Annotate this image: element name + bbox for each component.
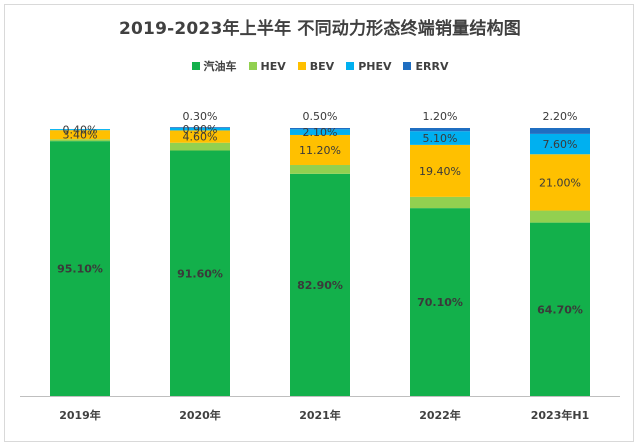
legend-item-gasoline: 汽油车	[191, 58, 237, 74]
data-label-gasoline: 91.60%	[177, 267, 223, 280]
bar-segment-ERRV-1	[170, 127, 230, 128]
legend-swatch-phev	[346, 62, 355, 70]
legend-swatch-hev	[248, 62, 257, 70]
x-tick-label: 2021年	[299, 408, 341, 422]
chart-title: 2019-2023年上半年 不同动力形态终端销量结构图	[118, 19, 521, 39]
bar-segment-汽油车-4	[530, 222, 590, 396]
bar-segment-ERRV-2	[290, 128, 350, 130]
data-label-gasoline: 82.90%	[297, 279, 343, 292]
legend-label-hev: HEV	[260, 59, 286, 73]
data-label-errv: 1.20%	[423, 110, 458, 123]
legend-label-bev: BEV	[309, 59, 335, 73]
bar-segment-PHEV-0	[50, 129, 110, 131]
bar-segment-HEV-1	[170, 142, 230, 151]
data-label-bev: 11.20%	[299, 144, 341, 157]
legend-item-bev: BEV	[297, 58, 335, 74]
chart-legend: 汽油车 HEV BEV PHEV ERRV	[0, 58, 640, 74]
bar-segment-PHEV-1	[170, 128, 230, 131]
bar-segment-BEV-0	[50, 130, 110, 140]
bar-segment-HEV-0	[50, 139, 110, 142]
legend-swatch-errv	[403, 62, 412, 70]
x-tick-label: 2019年	[59, 408, 101, 422]
data-label-errv: 0.50%	[303, 110, 338, 123]
bar-segment-BEV-2	[290, 134, 350, 165]
bar-segment-汽油车-3	[410, 208, 470, 396]
legend-label-errv: ERRV	[415, 59, 449, 73]
data-label-errv: 2.20%	[543, 110, 578, 123]
bar-segment-ERRV-3	[410, 128, 470, 132]
bar-segment-汽油车-1	[170, 150, 230, 396]
data-label-phev: 7.60%	[543, 138, 578, 151]
bar-segment-PHEV-3	[410, 131, 470, 145]
legend-swatch-gasoline	[191, 62, 200, 70]
data-label-phev: 0.40%	[63, 124, 98, 137]
legend-label-phev: PHEV	[358, 59, 392, 73]
data-label-gasoline: 64.70%	[537, 303, 583, 316]
legend-label-gasoline: 汽油车	[203, 60, 237, 73]
data-label-phev: 2.10%	[303, 126, 338, 139]
x-tick-label: 2023年H1	[531, 408, 589, 422]
legend-item-hev: HEV	[248, 58, 286, 74]
data-label-bev: 3.40%	[63, 129, 98, 142]
data-label-phev: 5.10%	[423, 132, 458, 145]
bar-segment-HEV-4	[530, 210, 590, 223]
legend-item-errv: ERRV	[403, 58, 448, 74]
data-label-bev: 4.60%	[183, 131, 218, 144]
bar-segment-BEV-3	[410, 144, 470, 197]
bar-segment-PHEV-2	[290, 129, 350, 135]
bar-segment-汽油车-2	[290, 173, 350, 396]
legend-item-phev: PHEV	[346, 58, 391, 74]
bar-segment-汽油车-0	[50, 141, 110, 396]
bar-segment-HEV-3	[410, 196, 470, 209]
data-label-bev: 21.00%	[539, 176, 581, 189]
data-label-phev: 0.90%	[183, 123, 218, 136]
data-label-bev: 19.40%	[419, 165, 461, 178]
bar-segment-PHEV-4	[530, 133, 590, 155]
bar-segment-BEV-4	[530, 154, 590, 211]
bar-segment-BEV-1	[170, 130, 230, 143]
data-label-gasoline: 95.10%	[57, 263, 103, 276]
legend-swatch-bev	[297, 62, 306, 70]
x-tick-label: 2022年	[419, 408, 461, 422]
bar-segment-HEV-2	[290, 164, 350, 174]
bar-segment-ERRV-4	[530, 128, 590, 134]
x-tick-label: 2020年	[179, 408, 221, 422]
data-label-errv: 0.30%	[183, 110, 218, 123]
data-label-gasoline: 70.10%	[417, 296, 463, 309]
